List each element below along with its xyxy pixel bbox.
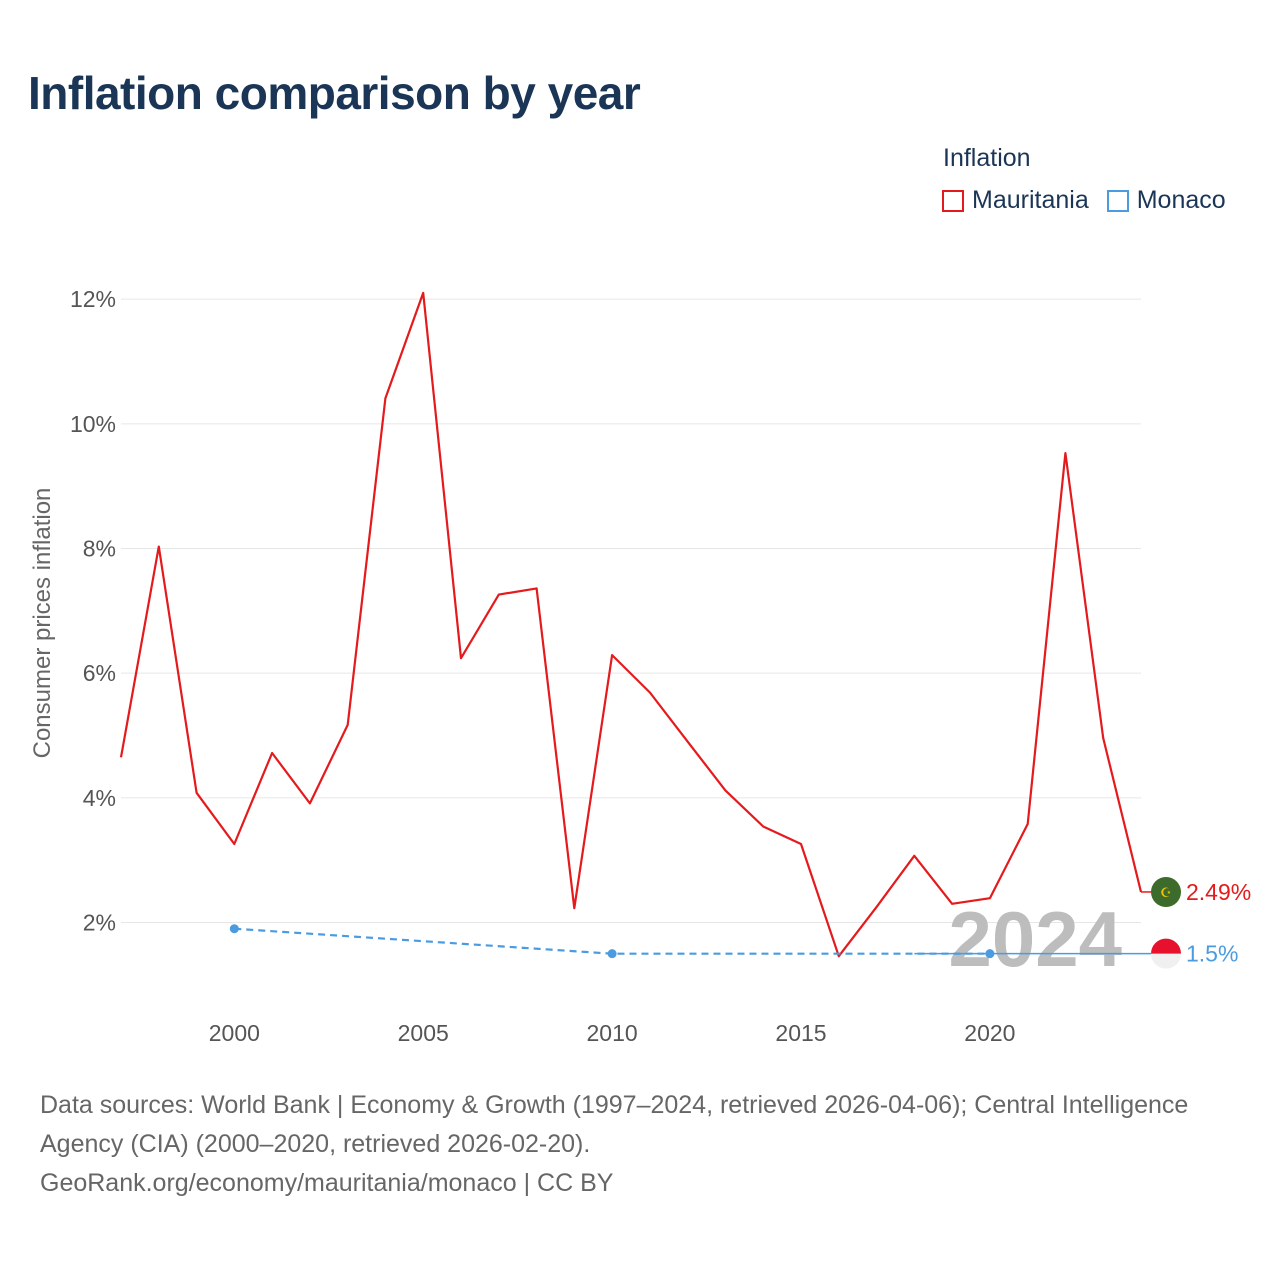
x-tick-label-2005: 2005	[398, 1020, 449, 1046]
legend-swatch-mauritania	[942, 189, 964, 212]
legend-item-mauritania[interactable]: Mauritania	[942, 186, 1089, 215]
series-line-mauritania	[119, 291, 1143, 958]
series-layer	[119, 291, 1151, 959]
inflation-line-chart: 2% 4% 6% 8% 10% 12% 2000 2005 2010 2015 2020 Cons…	[29, 286, 1251, 1046]
x-axis-ticks: 2000 2005 2010 2015 2020	[209, 1020, 1016, 1046]
y-tick-label-10: 10%	[70, 411, 116, 437]
y-tick-label-2: 2%	[83, 910, 116, 936]
x-tick-label-2000: 2000	[209, 1020, 260, 1046]
legend-title: Inflation	[943, 144, 1031, 172]
end-label-monaco: 1.5%	[1186, 941, 1238, 967]
y-axis-ticks: 2% 4% 6% 8% 10% 12%	[70, 286, 116, 935]
page-title: Inflation comparison by year	[28, 67, 641, 119]
x-tick-label-2010: 2010	[587, 1020, 638, 1046]
footer: Data sources: World Bank | Economy & Gro…	[40, 1086, 1240, 1203]
end-markers: ☪ 2.49% 1.5%	[1151, 876, 1251, 969]
grid-lines	[121, 298, 1141, 923]
mauritania-flag-icon	[1151, 876, 1181, 907]
x-tick-label-2015: 2015	[775, 1020, 826, 1046]
source-link[interactable]: GeoRank.org/economy/mauritania/monaco | …	[40, 1169, 614, 1197]
y-axis-label: Consumer prices inflation	[29, 488, 56, 759]
monaco-flag-top-half	[1151, 938, 1181, 954]
y-tick-label-4: 4%	[83, 785, 116, 811]
y-tick-label-6: 6%	[83, 660, 116, 686]
year-watermark: 2024	[948, 895, 1122, 983]
data-sources: Data sources: World Bank | Economy & Gro…	[40, 1091, 1189, 1158]
x-tick-label-2020: 2020	[964, 1020, 1015, 1046]
data-point-monaco-2000	[229, 924, 239, 934]
data-point-monaco-2010	[607, 949, 617, 959]
legend: Mauritania Monaco	[942, 186, 1244, 215]
crescent-star-icon: ☪	[1160, 886, 1172, 901]
legend-label-monaco: Monaco	[1136, 186, 1226, 214]
y-tick-label-8: 8%	[83, 536, 116, 562]
y-tick-label-12: 12%	[70, 286, 116, 312]
end-label-mauritania: 2.49%	[1186, 879, 1251, 905]
legend-item-monaco[interactable]: Monaco	[1106, 186, 1226, 215]
legend-swatch-monaco	[1106, 189, 1129, 212]
legend-label-mauritania: Mauritania	[972, 186, 1089, 214]
